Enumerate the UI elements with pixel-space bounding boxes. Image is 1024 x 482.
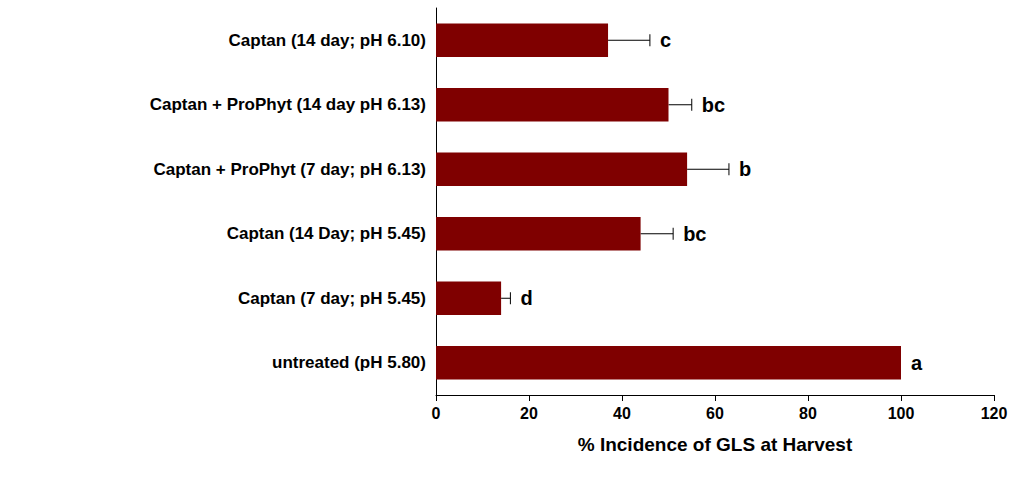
svg-text:Captan (7 day; pH 5.45): Captan (7 day; pH 5.45) xyxy=(238,289,426,308)
svg-text:c: c xyxy=(660,29,671,51)
svg-text:0: 0 xyxy=(432,405,441,422)
svg-text:Captan + ProPhyt (14 day pH 6.: Captan + ProPhyt (14 day pH 6.13) xyxy=(150,95,426,114)
svg-text:20: 20 xyxy=(520,405,538,422)
svg-text:Captan (14 Day; pH 5.45): Captan (14 Day; pH 5.45) xyxy=(227,224,426,243)
svg-text:d: d xyxy=(520,287,532,309)
svg-text:Captan (14 day; pH 6.10): Captan (14 day; pH 6.10) xyxy=(229,31,426,50)
svg-text:60: 60 xyxy=(706,405,724,422)
svg-text:40: 40 xyxy=(613,405,631,422)
svg-text:bc: bc xyxy=(702,94,725,116)
svg-text:b: b xyxy=(739,158,751,180)
svg-text:120: 120 xyxy=(981,405,1008,422)
svg-text:Captan + ProPhyt (7 day; pH 6.: Captan + ProPhyt (7 day; pH 6.13) xyxy=(153,160,426,179)
svg-text:80: 80 xyxy=(799,405,817,422)
svg-text:a: a xyxy=(911,352,923,374)
svg-text:untreated (pH 5.80): untreated (pH 5.80) xyxy=(272,353,426,372)
svg-text:100: 100 xyxy=(888,405,915,422)
svg-text:% Incidence of GLS at Harvest: % Incidence of GLS at Harvest xyxy=(578,434,853,455)
svg-text:bc: bc xyxy=(683,223,706,245)
